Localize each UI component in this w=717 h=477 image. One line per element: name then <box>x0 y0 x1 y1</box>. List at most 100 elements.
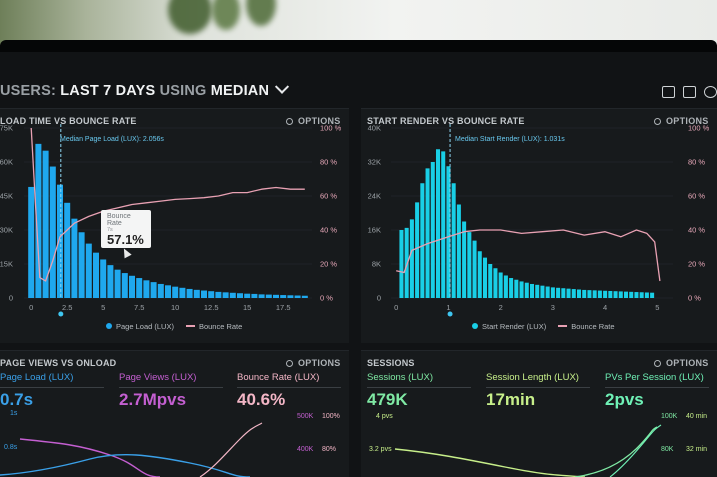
bar[interactable] <box>150 282 157 298</box>
bar[interactable] <box>57 184 63 298</box>
bar[interactable] <box>488 264 493 298</box>
bar[interactable] <box>121 273 128 298</box>
bar[interactable] <box>172 286 179 298</box>
legend-item-start-render[interactable]: Start Render (LUX) <box>472 322 546 331</box>
bar[interactable] <box>618 291 623 298</box>
bar[interactable] <box>265 294 272 298</box>
bar[interactable] <box>529 283 535 298</box>
bar[interactable] <box>519 281 524 298</box>
bar[interactable] <box>49 166 56 298</box>
bar[interactable] <box>215 291 222 298</box>
bar[interactable] <box>93 252 99 298</box>
bar[interactable] <box>592 290 597 298</box>
bar[interactable] <box>451 183 456 298</box>
bar[interactable] <box>561 288 566 298</box>
bar[interactable] <box>107 265 114 298</box>
bar[interactable] <box>540 285 545 298</box>
bar[interactable] <box>482 257 488 298</box>
bar[interactable] <box>201 290 207 298</box>
bar[interactable] <box>441 151 446 298</box>
bar[interactable] <box>603 290 608 298</box>
bar[interactable] <box>287 295 294 298</box>
bar[interactable] <box>229 292 236 298</box>
bar[interactable] <box>244 293 251 298</box>
bar[interactable] <box>399 230 404 298</box>
bar[interactable] <box>404 227 409 298</box>
bar[interactable] <box>467 232 472 298</box>
bar[interactable] <box>650 292 655 298</box>
bar[interactable] <box>258 294 265 298</box>
monitor-icon[interactable] <box>662 86 675 98</box>
bar[interactable] <box>503 275 508 298</box>
bar[interactable] <box>114 269 121 298</box>
bar[interactable] <box>157 283 164 298</box>
chevron-down-icon[interactable] <box>275 79 290 94</box>
options-button[interactable]: OPTIONS <box>654 358 709 368</box>
bar[interactable] <box>545 286 550 298</box>
bar[interactable] <box>273 294 279 298</box>
bar[interactable] <box>644 292 649 298</box>
bar[interactable] <box>524 282 529 298</box>
bar[interactable] <box>639 292 644 298</box>
bar[interactable] <box>100 259 107 298</box>
help-icon[interactable] <box>704 86 717 98</box>
bar[interactable] <box>582 289 587 298</box>
bar[interactable] <box>280 295 287 298</box>
bar[interactable] <box>634 292 639 298</box>
bar[interactable] <box>456 204 461 299</box>
bar[interactable] <box>251 293 258 298</box>
options-button[interactable]: OPTIONS <box>286 116 341 126</box>
bar[interactable] <box>301 295 308 298</box>
bar[interactable] <box>237 293 243 298</box>
bar[interactable] <box>571 289 576 298</box>
options-button[interactable]: OPTIONS <box>286 358 341 368</box>
bar[interactable] <box>623 291 629 298</box>
legend-item-bounce-rate[interactable]: Bounce Rate <box>185 322 242 331</box>
bar[interactable] <box>472 240 477 298</box>
share-icon[interactable] <box>683 86 696 98</box>
bar[interactable] <box>186 288 193 298</box>
bar[interactable] <box>597 290 602 298</box>
bar[interactable] <box>28 186 35 298</box>
bar[interactable] <box>587 290 592 298</box>
bar[interactable] <box>85 243 92 298</box>
bar[interactable] <box>165 285 171 298</box>
bar[interactable] <box>556 287 561 298</box>
bar[interactable] <box>193 289 200 298</box>
bar[interactable] <box>498 272 503 299</box>
bar[interactable] <box>222 292 229 298</box>
bar[interactable] <box>493 268 498 298</box>
bar[interactable] <box>129 275 135 298</box>
bar[interactable] <box>613 291 618 298</box>
bar[interactable] <box>420 183 425 298</box>
options-button[interactable]: OPTIONS <box>654 116 709 126</box>
bar[interactable] <box>42 150 49 298</box>
bar[interactable] <box>435 149 441 298</box>
bar[interactable] <box>608 290 613 298</box>
bar[interactable] <box>64 202 71 298</box>
bar[interactable] <box>179 287 186 298</box>
bar[interactable] <box>446 166 451 298</box>
bar[interactable] <box>514 279 519 298</box>
bar[interactable] <box>509 278 514 298</box>
bar[interactable] <box>415 202 420 298</box>
bar[interactable] <box>409 219 414 298</box>
bar[interactable] <box>629 291 634 298</box>
header-range-dropdown[interactable]: LAST 7 DAYS <box>60 83 156 99</box>
legend-item-bounce-rate[interactable]: Bounce Rate <box>558 322 615 331</box>
bar[interactable] <box>535 284 540 298</box>
bar[interactable] <box>430 162 435 298</box>
bar[interactable] <box>477 251 482 298</box>
header-stat-dropdown[interactable]: MEDIAN <box>210 83 270 99</box>
bar[interactable] <box>71 218 78 298</box>
bar[interactable] <box>576 289 582 299</box>
legend-item-page-load[interactable]: Page Load (LUX) <box>106 322 174 331</box>
bar[interactable] <box>294 295 301 298</box>
bar[interactable] <box>78 232 85 298</box>
bar[interactable] <box>566 288 571 298</box>
bar[interactable] <box>462 221 467 299</box>
bar[interactable] <box>208 291 215 298</box>
bar[interactable] <box>136 278 143 298</box>
bar[interactable] <box>143 280 150 298</box>
bar[interactable] <box>550 287 555 298</box>
